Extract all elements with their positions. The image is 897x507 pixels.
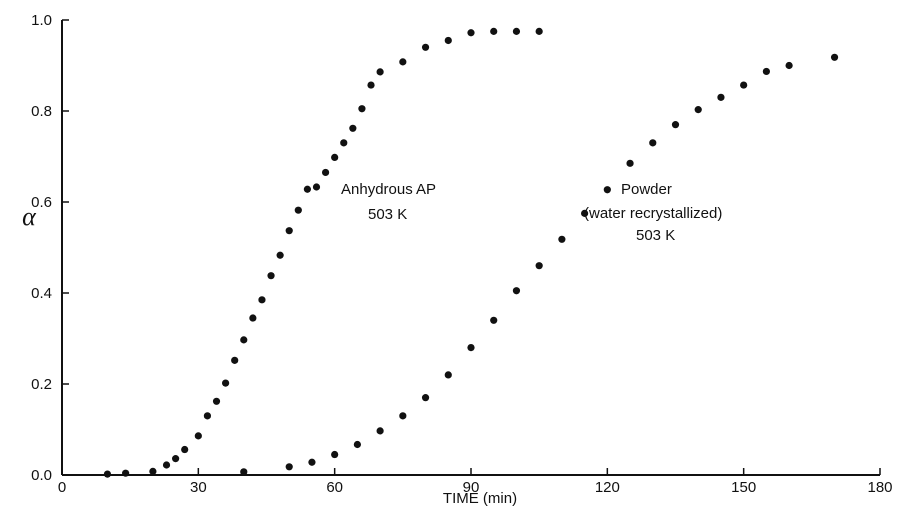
series-2-point — [376, 427, 384, 435]
y-ticks: 0.0 0.2 0.4 0.6 0.8 1.0 — [31, 12, 69, 484]
series-1-point — [312, 183, 321, 191]
series-2-point — [399, 412, 407, 420]
series-1-point — [376, 68, 384, 76]
series-2-point — [490, 316, 498, 324]
series-2-annotation-line-3: 503 K — [636, 227, 675, 244]
data-points — [103, 27, 839, 478]
series-2-point — [830, 53, 839, 61]
series-1-point — [162, 461, 171, 469]
series-2-point — [535, 262, 543, 270]
series-1-point — [421, 43, 430, 51]
series-1-point — [444, 36, 452, 45]
series-1-point — [181, 445, 189, 454]
series-2-point — [512, 287, 521, 295]
series-2-point — [762, 67, 770, 76]
series-1-point — [367, 81, 375, 89]
series-1-point — [535, 27, 543, 35]
y-tick-label: 0.2 — [31, 376, 52, 393]
series-1-point — [399, 58, 407, 66]
series-1-point — [212, 397, 221, 405]
series-1-point — [358, 105, 366, 113]
x-tick-label: 90 — [463, 479, 480, 496]
y-tick-label: 0.8 — [31, 103, 52, 120]
series-2-point — [444, 371, 452, 379]
y-axis-label: α — [22, 202, 37, 231]
series-1-point — [231, 356, 239, 364]
series-2-point — [421, 394, 430, 402]
series-2-point — [649, 139, 657, 147]
series-2-annotation-line-2: (water recrystallized) — [584, 205, 722, 222]
series-2-point — [603, 186, 611, 194]
series-2-point — [740, 81, 748, 89]
series-2-point — [626, 159, 634, 167]
series-1-point — [349, 124, 357, 132]
y-tick-label: 1.0 — [31, 12, 52, 29]
series-2-point — [240, 468, 248, 476]
series-1-point — [321, 168, 330, 177]
x-tick-label: 30 — [190, 479, 207, 496]
series-2-point — [331, 450, 339, 459]
series-1-point — [122, 469, 130, 477]
series-1-point — [490, 27, 498, 35]
series-2-point — [467, 344, 475, 352]
series-1-point — [172, 455, 180, 463]
x-tick-label: 60 — [326, 479, 343, 496]
x-tick-label: 120 — [595, 479, 620, 496]
series-1-point — [258, 296, 266, 304]
series-1-point — [294, 206, 302, 214]
series-1-point — [331, 153, 339, 162]
x-tick-label: 180 — [867, 479, 892, 496]
series-1-point — [194, 432, 202, 440]
series-1-point — [267, 272, 275, 280]
series-2-point — [285, 463, 293, 471]
series-2-point — [308, 458, 316, 466]
series-2-point — [671, 121, 680, 129]
series-1-point — [285, 227, 293, 235]
x-tick-label: 150 — [731, 479, 756, 496]
series-2-point — [558, 235, 566, 243]
series-2-annotation-line-1: Powder — [621, 181, 672, 198]
series-1-annotation-line-1: Anhydrous AP — [341, 181, 436, 198]
series-2-point — [694, 106, 702, 114]
series-1-point — [249, 314, 257, 322]
series-1-point — [103, 470, 112, 478]
series-1-point — [222, 379, 230, 387]
series-2-point — [717, 93, 725, 101]
series-1-point — [276, 251, 284, 259]
series-1-point — [203, 412, 212, 420]
series-1-point — [340, 139, 348, 147]
series-2-point — [353, 440, 361, 449]
x-tick-label: 0 — [58, 479, 66, 496]
series-1-point — [149, 467, 157, 475]
series-2-point — [581, 209, 589, 217]
series-1-point — [512, 27, 521, 35]
series-2-point — [785, 61, 793, 70]
series-1-point — [467, 29, 475, 37]
x-axis-label: TIME (min) — [443, 490, 517, 507]
series-1-point — [240, 336, 248, 344]
series-1-point — [303, 185, 311, 193]
y-tick-label: 0.0 — [31, 467, 52, 484]
series-1-annotation-line-2: 503 K — [368, 206, 407, 223]
y-tick-label: 0.4 — [31, 285, 52, 302]
y-tick-label: 0.6 — [31, 194, 52, 211]
x-ticks: 0 30 60 90 120 150 180 — [58, 468, 893, 496]
